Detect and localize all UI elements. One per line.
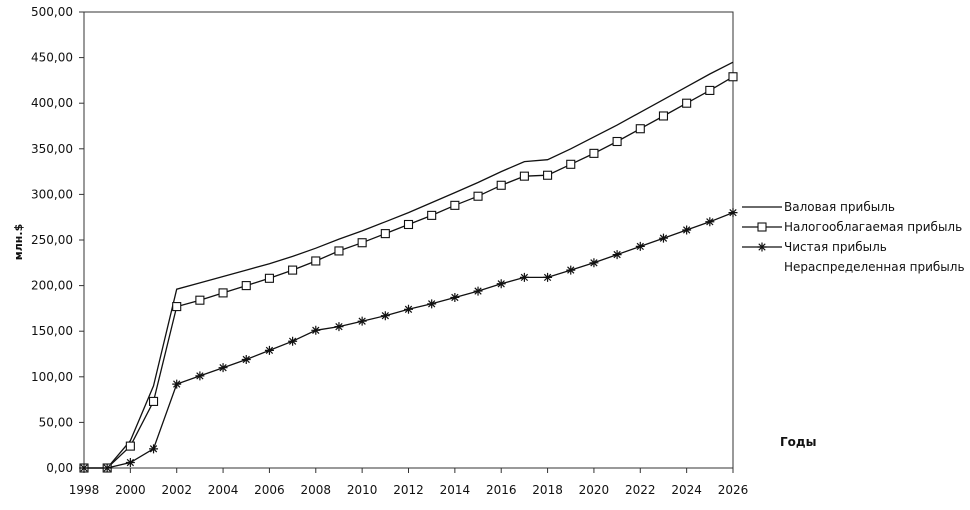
x-tick-label: 2018 xyxy=(532,483,563,497)
x-tick-label: 2000 xyxy=(115,483,146,497)
data-point xyxy=(404,304,413,314)
x-tick-label: 1998 xyxy=(69,483,100,497)
data-point xyxy=(728,208,738,218)
data-point xyxy=(473,191,483,201)
y-tick-label: 100,00 xyxy=(31,370,73,384)
legend-entry-label: Валовая прибыль xyxy=(784,200,895,214)
plot-area xyxy=(83,11,734,469)
data-point xyxy=(218,288,228,298)
data-point xyxy=(334,246,344,256)
data-point xyxy=(79,463,89,473)
data-point xyxy=(705,217,715,227)
data-point xyxy=(589,148,599,158)
data-point xyxy=(566,265,576,275)
legend-entry-label: Нераспределенная прибыль xyxy=(784,260,965,274)
x-tick-label: 2024 xyxy=(671,483,702,497)
data-point xyxy=(102,463,112,473)
legend-entry-label: Налогооблагаемая прибыль xyxy=(784,220,962,234)
data-point xyxy=(658,111,669,121)
data-point xyxy=(682,225,692,235)
data-point xyxy=(612,250,622,260)
data-point xyxy=(264,345,274,355)
data-point xyxy=(682,98,692,108)
data-point xyxy=(195,295,205,305)
data-point xyxy=(427,299,437,309)
series-line-2 xyxy=(84,211,734,469)
data-point xyxy=(427,210,437,220)
data-point xyxy=(311,325,321,335)
data-point xyxy=(658,233,668,243)
data-point xyxy=(288,336,298,346)
data-point xyxy=(357,316,367,326)
data-point xyxy=(125,458,135,468)
data-point xyxy=(612,136,622,147)
data-point xyxy=(450,292,460,302)
y-tick-label: 200,00 xyxy=(31,279,73,293)
data-point xyxy=(241,281,251,291)
x-tick-label: 2012 xyxy=(393,483,424,497)
data-point xyxy=(264,273,274,283)
data-point xyxy=(566,159,576,169)
data-point xyxy=(380,311,390,321)
y-tick-label: 400,00 xyxy=(31,96,73,110)
data-point xyxy=(519,272,529,282)
data-point xyxy=(357,238,367,248)
y-tick-label: 350,00 xyxy=(31,142,73,156)
data-point xyxy=(519,171,529,181)
data-point xyxy=(635,124,645,134)
data-point xyxy=(125,441,135,451)
data-point xyxy=(241,354,251,364)
data-point xyxy=(311,256,321,266)
data-point xyxy=(496,180,506,190)
data-point xyxy=(148,396,159,406)
x-tick-label: 2004 xyxy=(208,483,239,497)
data-point xyxy=(403,219,414,230)
y-tick-label: 0,00 xyxy=(46,461,73,475)
data-point xyxy=(334,322,344,332)
x-tick-label: 2010 xyxy=(347,483,378,497)
x-tick-label: 2006 xyxy=(254,483,285,497)
x-axis-title: Годы xyxy=(780,435,816,449)
x-tick-label: 2026 xyxy=(718,483,749,497)
data-point xyxy=(728,72,738,82)
data-point xyxy=(172,379,182,389)
x-tick-label: 2002 xyxy=(161,483,192,497)
data-point xyxy=(380,229,390,239)
data-point xyxy=(543,170,553,180)
data-point xyxy=(635,241,645,251)
legend-marker xyxy=(757,222,767,232)
y-tick-label: 150,00 xyxy=(31,324,73,338)
data-point xyxy=(450,200,460,210)
x-tick-label: 2014 xyxy=(440,483,471,497)
data-point xyxy=(149,444,159,454)
data-point xyxy=(195,371,205,381)
data-point xyxy=(473,286,483,296)
legend-entry-label: Чистая прибыль xyxy=(784,240,887,254)
legend-marker xyxy=(757,242,767,252)
data-point xyxy=(589,258,599,268)
x-tick-label: 2016 xyxy=(486,483,517,497)
x-tick-label: 2022 xyxy=(625,483,656,497)
data-point xyxy=(172,302,182,312)
y-tick-label: 500,00 xyxy=(31,5,73,19)
x-tick-label: 2008 xyxy=(301,483,332,497)
data-point xyxy=(288,265,298,275)
x-tick-label: 2020 xyxy=(579,483,610,497)
y-axis-label: млн.$ xyxy=(12,224,25,260)
y-tick-label: 250,00 xyxy=(31,233,73,247)
data-point xyxy=(705,85,715,95)
series-line-1 xyxy=(84,76,734,469)
y-tick-label: 300,00 xyxy=(31,187,73,201)
data-point xyxy=(543,272,553,282)
data-point xyxy=(496,279,506,289)
series-line-0 xyxy=(84,61,734,469)
y-tick-label: 450,00 xyxy=(31,51,73,65)
y-tick-label: 50,00 xyxy=(39,415,73,429)
data-point xyxy=(218,363,228,373)
